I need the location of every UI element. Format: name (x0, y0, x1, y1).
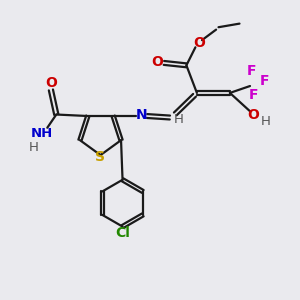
Text: F: F (247, 64, 256, 78)
Text: S: S (95, 150, 105, 164)
Text: H: H (29, 141, 39, 154)
Text: N: N (136, 108, 148, 122)
Text: F: F (249, 88, 259, 102)
Text: H: H (261, 115, 271, 128)
Text: O: O (45, 76, 57, 90)
Text: O: O (193, 36, 205, 50)
Text: F: F (259, 74, 269, 88)
Text: O: O (248, 108, 259, 122)
Text: NH: NH (31, 127, 53, 140)
Text: H: H (173, 113, 183, 126)
Text: Cl: Cl (115, 226, 130, 240)
Text: O: O (152, 55, 163, 69)
